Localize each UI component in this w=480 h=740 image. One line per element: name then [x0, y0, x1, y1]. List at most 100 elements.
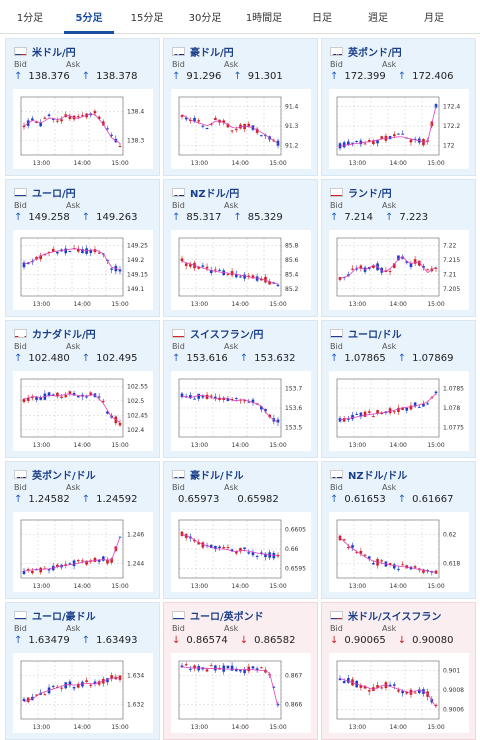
pair-title[interactable]: スイスフラン/円	[190, 326, 263, 341]
trend-arrow-icon: ↑	[82, 494, 90, 505]
tab-4[interactable]: 1時間足	[234, 0, 294, 33]
svg-text:15:00: 15:00	[111, 724, 128, 731]
svg-text:15:00: 15:00	[427, 160, 444, 167]
currency-card[interactable]: カナダドル/円 Bid Ask ↑102.480 ↑102.495 102.55…	[5, 320, 160, 458]
pair-title[interactable]: 英ポンド/ドル	[32, 467, 96, 482]
svg-text:0.9006: 0.9006	[443, 706, 464, 713]
pair-title[interactable]: NZドル/円	[190, 185, 239, 200]
price-labels: Bid Ask	[172, 60, 276, 69]
ask-price: ↑91.301	[233, 71, 288, 82]
bid-price: ↑1.07865	[330, 353, 392, 364]
pair-title[interactable]: ユーロ/円	[32, 185, 76, 200]
pair-title[interactable]: ユーロ/豪ドル	[32, 608, 96, 623]
trend-arrow-icon: ↑	[172, 353, 180, 364]
currency-card[interactable]: 米ドル/スイスフラン Bid Ask ↓0.90065 ↓0.90080 0.9…	[321, 602, 476, 740]
svg-text:15:00: 15:00	[111, 442, 128, 449]
svg-text:7.21: 7.21	[443, 271, 457, 278]
pair-title[interactable]: 豪ドル/ドル	[190, 467, 244, 482]
svg-text:102.4: 102.4	[127, 427, 144, 434]
tab-6[interactable]: 週足	[350, 0, 406, 33]
svg-text:149.25: 149.25	[127, 242, 148, 249]
tab-2[interactable]: 15分足	[118, 0, 176, 33]
price-labels: Bid Ask	[172, 483, 276, 492]
card-header: 米ドル/円	[14, 44, 76, 58]
card-header: ユーロ/ドル	[330, 326, 402, 340]
ask-label: Ask	[66, 201, 118, 210]
price-labels: Bid Ask	[172, 201, 276, 210]
svg-text:102.45: 102.45	[127, 412, 148, 419]
euau-flag-icon	[14, 611, 27, 620]
pair-title[interactable]: NZドル/ドル	[348, 467, 407, 482]
svg-text:14:00: 14:00	[74, 724, 91, 731]
tab-5[interactable]: 日足	[294, 0, 350, 33]
pair-title[interactable]: ランド/円	[348, 185, 392, 200]
ask-label: Ask	[382, 342, 434, 351]
ask-label: Ask	[382, 60, 434, 69]
price-labels: Bid Ask	[172, 624, 276, 633]
pair-title[interactable]: 英ポンド/円	[348, 44, 402, 59]
trend-arrow-icon: ↓	[398, 635, 406, 646]
currency-card[interactable]: スイスフラン/円 Bid Ask ↑153.616 ↑153.632 153.7…	[163, 320, 318, 458]
ask-price: ↑85.329	[233, 212, 288, 223]
pair-title[interactable]: ユーロ/ドル	[348, 326, 402, 341]
nzus-flag-icon	[330, 470, 343, 479]
trend-arrow-icon: ↑	[82, 635, 90, 646]
pair-title[interactable]: 米ドル/スイスフラン	[348, 608, 441, 623]
bid-label: Bid	[172, 201, 224, 210]
ch-flag-icon	[172, 329, 185, 338]
svg-text:15:00: 15:00	[269, 583, 286, 590]
svg-text:0.6595: 0.6595	[285, 565, 306, 572]
currency-card[interactable]: ユーロ/英ポンド Bid Ask ↓0.86574 ↓0.86582 0.867…	[163, 602, 318, 740]
trend-arrow-icon: ↑	[14, 635, 22, 646]
svg-text:7.205: 7.205	[443, 286, 460, 293]
bid-price: ↑1.63479	[14, 635, 76, 646]
tab-7[interactable]: 月足	[406, 0, 462, 33]
bid-label: Bid	[172, 624, 224, 633]
trend-arrow-icon: ↓	[172, 635, 180, 646]
pair-title[interactable]: 豪ドル/円	[190, 44, 234, 59]
tab-0[interactable]: 1分足	[0, 0, 60, 33]
price-labels: Bid Ask	[14, 201, 118, 210]
svg-text:85.2: 85.2	[285, 286, 299, 293]
tab-1[interactable]: 5分足	[60, 0, 118, 33]
svg-text:14:00: 14:00	[390, 442, 407, 449]
svg-text:149.15: 149.15	[127, 271, 148, 278]
pair-title[interactable]: ユーロ/英ポンド	[190, 608, 264, 623]
pair-title[interactable]: 米ドル/円	[32, 44, 76, 59]
svg-text:13:00: 13:00	[349, 160, 366, 167]
za-flag-icon	[330, 188, 343, 197]
pair-title[interactable]: カナダドル/円	[32, 326, 96, 341]
bid-label: Bid	[330, 483, 382, 492]
svg-text:14:00: 14:00	[232, 583, 249, 590]
svg-text:15:00: 15:00	[427, 583, 444, 590]
tab-3[interactable]: 30分足	[176, 0, 234, 33]
svg-text:172.2: 172.2	[443, 123, 460, 130]
eugb-flag-icon	[172, 611, 185, 620]
